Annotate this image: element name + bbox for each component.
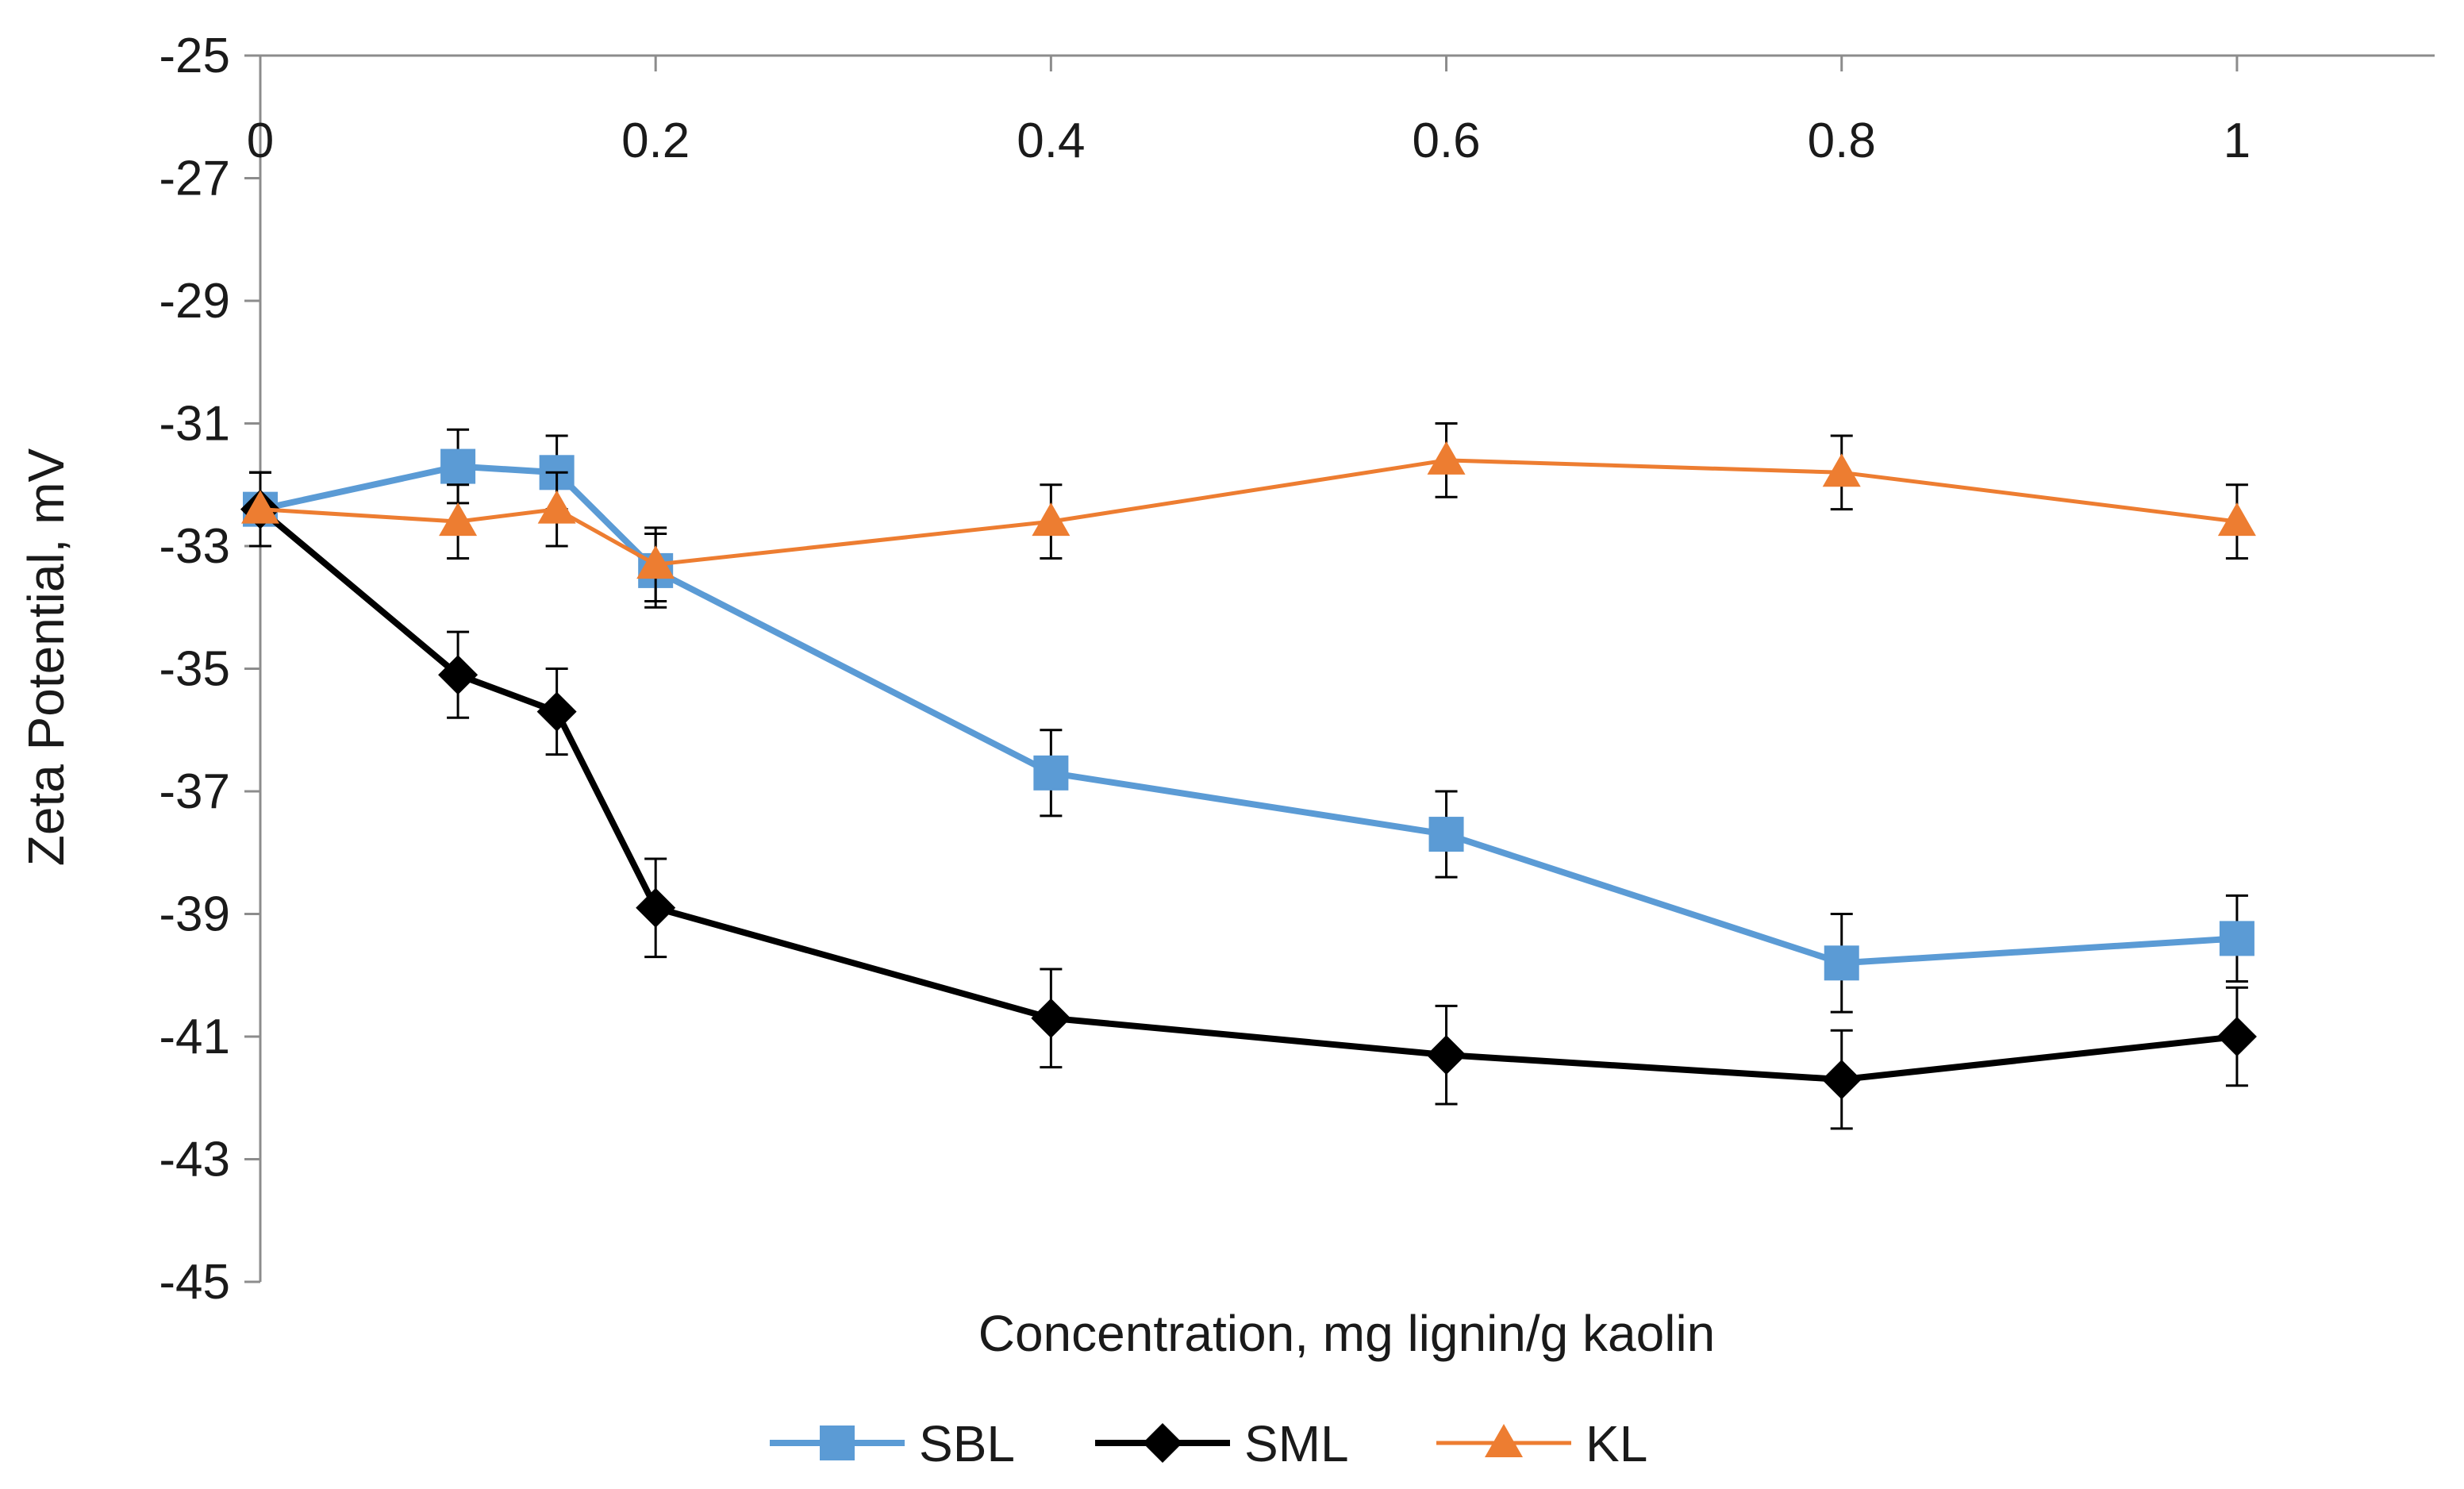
data-point-sml	[1031, 998, 1071, 1038]
y-tick-label: -31	[159, 397, 230, 452]
x-tick-label: 0.8	[1808, 114, 1876, 168]
data-point-kl	[537, 490, 576, 524]
series-line-sml	[258, 506, 2238, 1083]
data-point-kl	[2217, 502, 2256, 537]
data-point-kl	[1427, 441, 1466, 475]
legend: SBL SML KL	[770, 1415, 1647, 1472]
y-tick-label: -33	[159, 519, 230, 574]
x-axis: 0 0.2 0.4 0.6 0.8 1	[247, 54, 2435, 168]
data-point-kl	[241, 490, 279, 524]
series-group	[240, 422, 2257, 1130]
data-point-sml	[1821, 1060, 1862, 1100]
y-axis-title: Zeta Potential, mV	[17, 448, 75, 866]
x-tick-label: 0.6	[1412, 114, 1480, 168]
x-tick-label: 0.2	[621, 114, 690, 168]
y-tick-label: -27	[159, 152, 230, 206]
legend-marker-sml	[1143, 1423, 1182, 1463]
data-point-sml	[536, 691, 577, 732]
data-point-kl	[636, 545, 675, 579]
data-point-kl	[1032, 502, 1071, 537]
x-axis-title: Concentration, mg lignin/g kaolin	[978, 1305, 1716, 1362]
data-point-kl	[439, 502, 478, 537]
y-tick-label: -43	[159, 1133, 230, 1187]
data-point-sbl	[440, 448, 476, 484]
y-tick-label: -29	[159, 274, 230, 329]
legend-item-kl: KL	[1436, 1415, 1647, 1472]
legend-item-sml: SML	[1095, 1415, 1349, 1472]
series-sml	[240, 471, 2257, 1130]
y-tick-label: -45	[159, 1255, 230, 1310]
legend-label: SBL	[919, 1415, 1015, 1472]
series-line-kl	[259, 458, 2238, 567]
y-tick-label: -41	[159, 1010, 230, 1064]
data-point-kl	[1822, 453, 1861, 487]
data-point-sml	[636, 887, 676, 928]
y-tick-label: -25	[159, 29, 230, 83]
data-point-sbl	[1824, 945, 1859, 981]
x-tick-label: 0	[247, 114, 274, 168]
data-point-sbl	[1428, 817, 1464, 852]
y-tick-label: -35	[159, 642, 230, 697]
legend-marker-sbl	[820, 1426, 855, 1460]
data-point-sml	[2216, 1017, 2257, 1056]
legend-marker-kl	[1485, 1424, 1523, 1457]
x-tick-label: 0.4	[1017, 114, 1085, 168]
y-tick-label: -37	[159, 764, 230, 819]
data-point-sml	[1426, 1035, 1466, 1075]
legend-label: KL	[1586, 1415, 1647, 1472]
data-point-sbl	[1033, 755, 1069, 791]
legend-item-sbl: SBL	[770, 1415, 1015, 1472]
series-kl	[241, 422, 2256, 603]
y-tick-label: -39	[159, 887, 230, 942]
y-axis: -25 -27 -29 -31 -33 -35 -37 -39 -41 -43 -45	[159, 29, 262, 1310]
legend-label: SML	[1244, 1415, 1349, 1472]
x-tick-label: 1	[2224, 114, 2251, 168]
data-point-sbl	[2219, 921, 2255, 956]
data-point-sml	[438, 655, 479, 695]
